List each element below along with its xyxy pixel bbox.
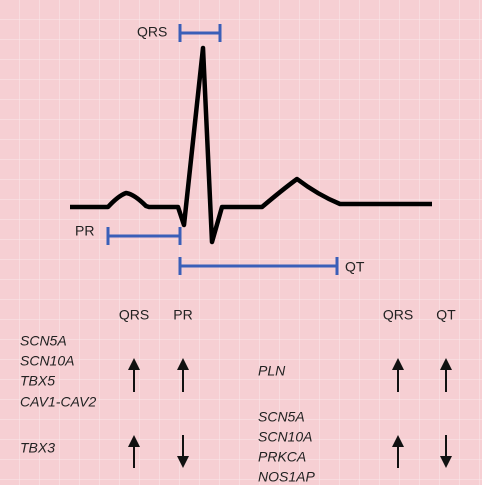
up-arrow (128, 358, 140, 392)
qt-label: QT (345, 259, 365, 275)
column-header: QRS (383, 307, 413, 323)
column-header: PR (173, 307, 192, 323)
gene: CAV1-CAV2 (20, 394, 96, 410)
up-arrow (392, 358, 404, 392)
gene: SCN5A (20, 333, 67, 349)
pr-bracket (106, 227, 182, 245)
up-arrow (392, 435, 404, 468)
gene: PRKCA (258, 449, 306, 465)
up-arrow (440, 358, 452, 392)
qt-bracket (178, 257, 339, 275)
down-arrow (177, 435, 189, 468)
gene: SCN5A (258, 409, 305, 425)
qrs-label: QRS (137, 24, 167, 40)
pr-label: PR (75, 223, 94, 239)
gene: TBX5 (20, 373, 55, 389)
gene: NOS1AP (258, 469, 315, 485)
gene: SCN10A (20, 353, 74, 369)
gene: PLN (258, 363, 286, 379)
up-arrow (177, 358, 189, 392)
ecg-trace (70, 45, 432, 245)
up-arrow (128, 435, 140, 468)
column-header: QRS (119, 307, 149, 323)
down-arrow (440, 435, 452, 468)
gene: TBX3 (20, 440, 55, 456)
qrs-bracket (178, 24, 222, 42)
column-header: QT (436, 307, 456, 323)
gene: SCN10A (258, 429, 312, 445)
